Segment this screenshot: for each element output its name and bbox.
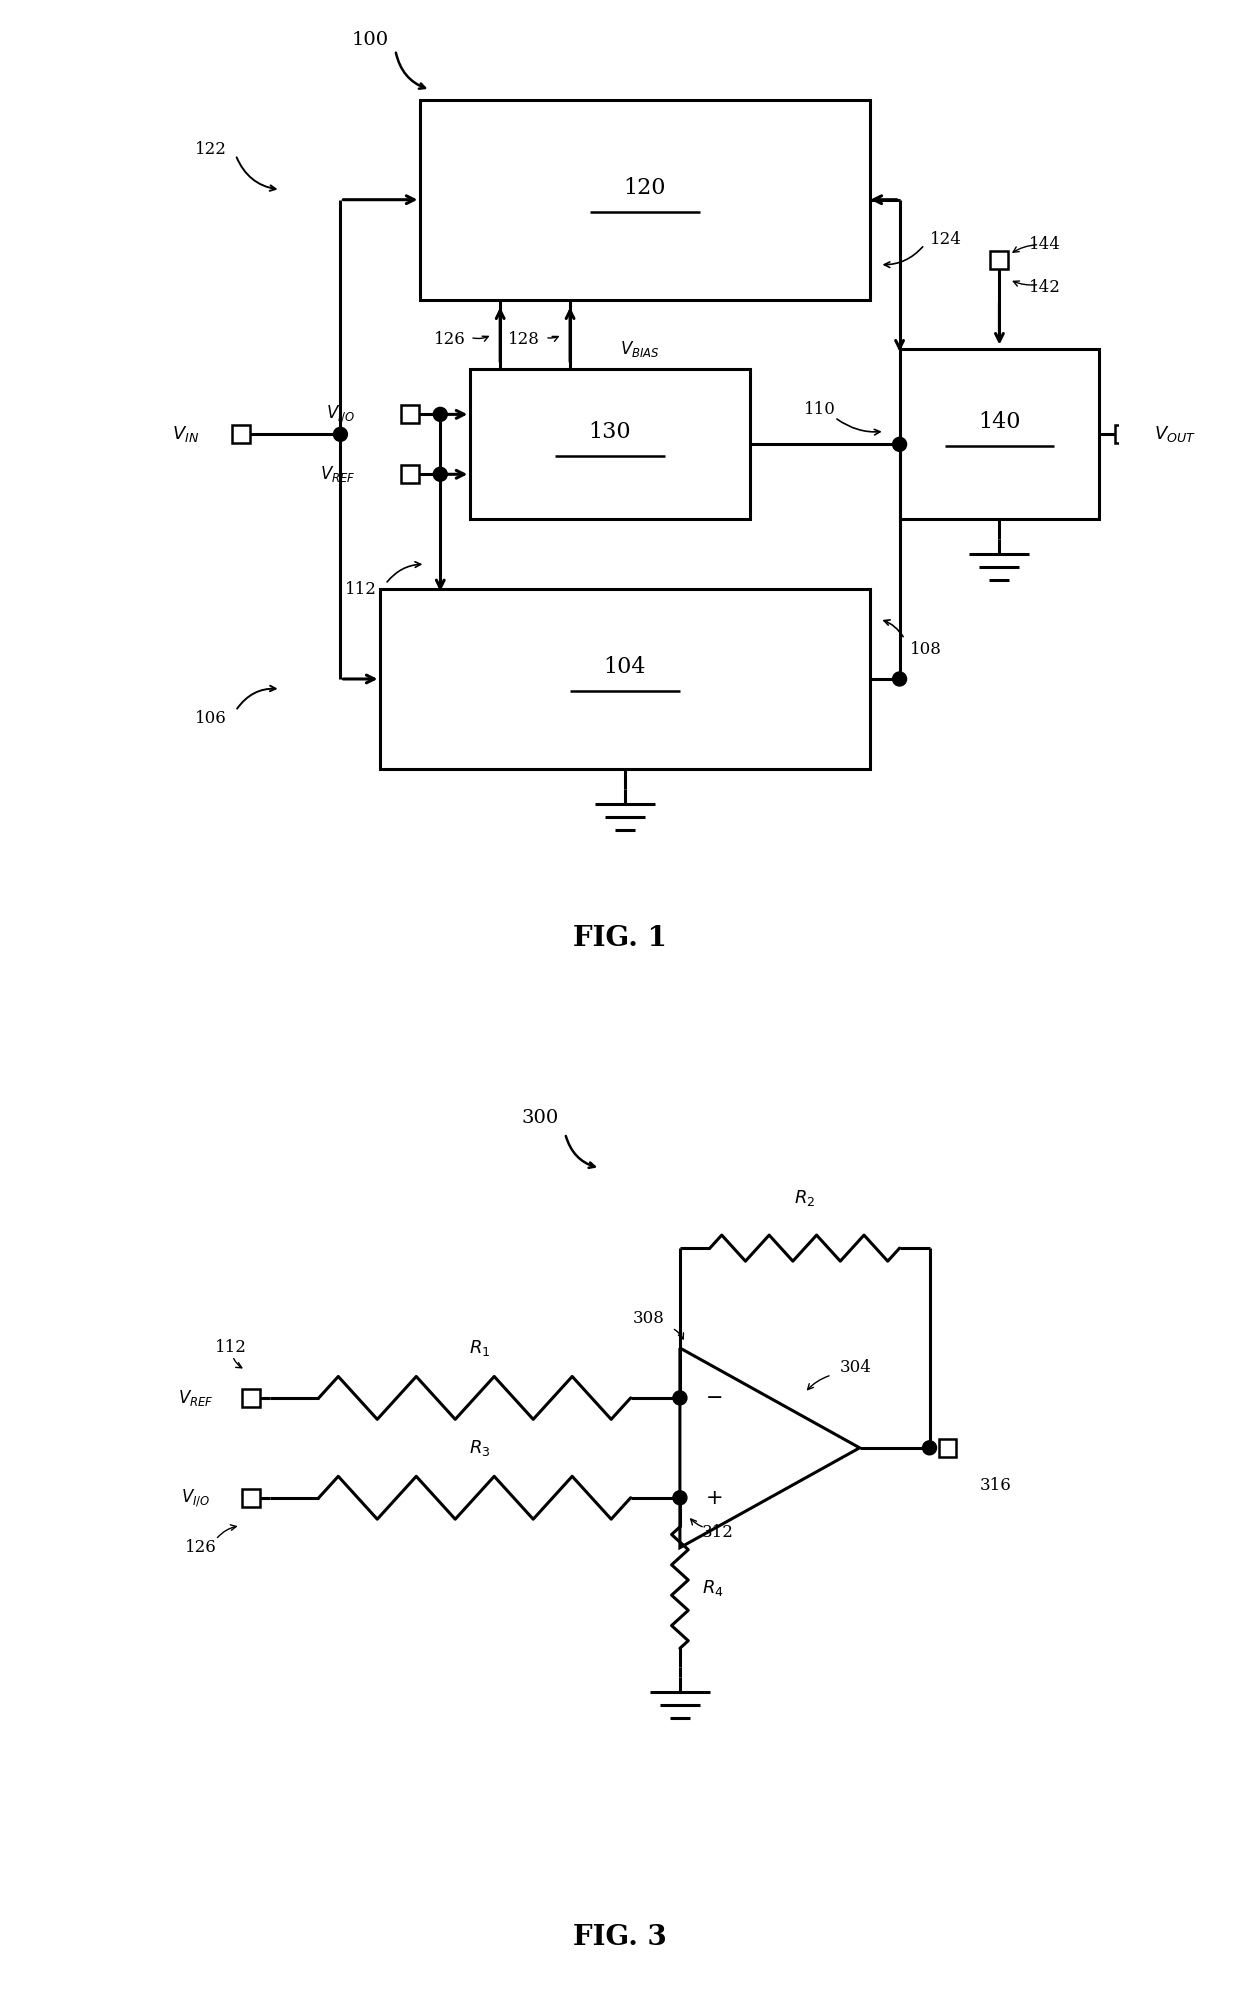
Text: $R_1$: $R_1$ [469,1338,490,1358]
Bar [1115,425,1133,443]
Text: 112: 112 [215,1340,247,1356]
Text: 304: 304 [839,1360,872,1376]
Text: 312: 312 [702,1524,734,1542]
Text: 130: 130 [589,421,631,443]
Text: 112: 112 [345,581,376,597]
Text: $V_{IN}$: $V_{IN}$ [172,423,200,445]
Text: +: + [706,1488,724,1508]
Bar [381,589,869,769]
Text: 126: 126 [434,332,465,347]
Circle shape [893,437,906,451]
Text: $V_{REF}$: $V_{REF}$ [320,463,356,485]
Text: 124: 124 [930,232,961,248]
Bar [899,349,1100,519]
Bar [939,1438,956,1458]
Text: 300: 300 [522,1108,559,1128]
Text: 100: 100 [352,30,389,50]
Text: 122: 122 [195,142,227,158]
Circle shape [433,467,448,481]
Text: 126: 126 [185,1540,217,1556]
Text: $V_{I/O}$: $V_{I/O}$ [181,1488,211,1508]
Circle shape [923,1442,936,1454]
Circle shape [893,671,906,687]
Text: $R_2$: $R_2$ [794,1188,816,1208]
Text: 308: 308 [634,1310,665,1326]
Text: 128: 128 [508,332,541,347]
Text: 144: 144 [1029,236,1061,254]
Text: $V_{I/O}$: $V_{I/O}$ [326,403,356,425]
Text: 142: 142 [1029,280,1061,296]
Text: 120: 120 [624,176,666,200]
Bar [232,425,249,443]
Text: 104: 104 [604,655,646,679]
Text: FIG. 3: FIG. 3 [573,1923,667,1951]
Text: 110: 110 [804,401,836,417]
Text: 108: 108 [910,641,941,657]
Text: 106: 106 [195,711,227,727]
Text: 316: 316 [980,1478,1011,1494]
Bar [242,1390,259,1406]
Circle shape [433,407,448,421]
Bar [470,369,750,519]
Text: 140: 140 [978,411,1021,433]
Circle shape [334,427,347,441]
Text: FIG. 1: FIG. 1 [573,925,667,953]
Circle shape [673,1390,687,1406]
Bar [242,1490,259,1506]
Bar [402,465,419,483]
Text: $R_4$: $R_4$ [702,1578,724,1598]
Bar [420,100,869,300]
Text: −: − [706,1388,724,1408]
Bar [991,252,1008,270]
Bar [402,405,419,423]
Text: $R_3$: $R_3$ [469,1438,491,1458]
Text: $V_{BIAS}$: $V_{BIAS}$ [620,339,660,359]
Circle shape [673,1490,687,1506]
Text: $V_{OUT}$: $V_{OUT}$ [1154,423,1197,445]
Text: $V_{REF}$: $V_{REF}$ [177,1388,213,1408]
